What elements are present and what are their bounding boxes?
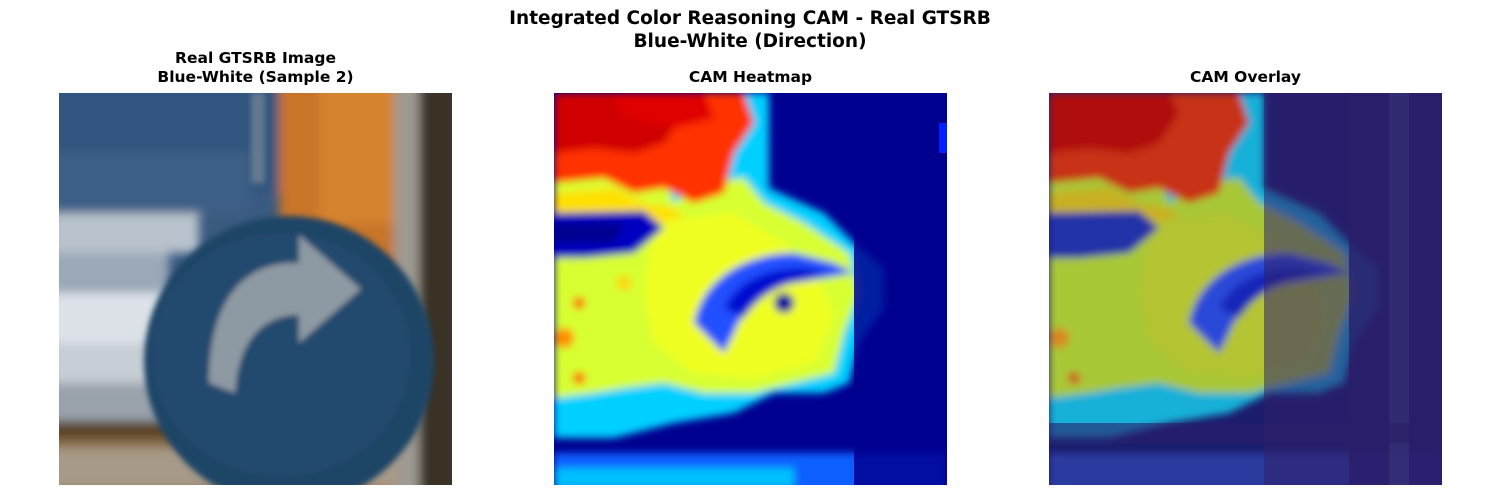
panel-overlay-title: CAM Overlay [1049,68,1442,87]
figure-title-line1: Integrated Color Reasoning CAM - Real GT… [509,8,991,29]
figure-title-line2: Blue-White (Direction) [633,31,867,52]
panel-original-title-line2: Blue-White (Sample 2) [157,68,354,86]
panel-original-title: Real GTSRB Image Blue-White (Sample 2) [59,49,452,87]
cam-overlay [1049,93,1442,485]
panel-heatmap-title: CAM Heatmap [554,68,947,87]
panel-overlay-title-line1: CAM Overlay [1189,68,1302,86]
original-image-svg [59,93,452,485]
original-image [59,93,452,485]
cam-heatmap-svg [554,93,947,485]
cam-overlay-svg [1049,93,1442,485]
cam-heatmap [554,93,947,485]
figure-title: Integrated Color Reasoning CAM - Real GT… [0,7,1500,53]
panel-heatmap-title-line1: CAM Heatmap [688,68,813,86]
panel-original-title-line1: Real GTSRB Image [175,49,336,67]
